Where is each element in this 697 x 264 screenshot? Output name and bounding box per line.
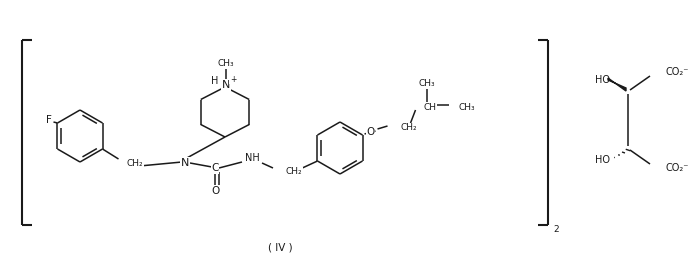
Text: CO₂⁻: CO₂⁻ [666, 163, 689, 173]
Text: CH₃: CH₃ [418, 78, 435, 87]
Text: ( IV ): ( IV ) [268, 243, 292, 253]
Polygon shape [608, 78, 626, 91]
Text: CH₂: CH₂ [127, 159, 143, 168]
Text: N: N [181, 158, 189, 168]
Text: O: O [211, 186, 219, 196]
Text: +: + [230, 74, 236, 83]
Text: HO: HO [595, 155, 610, 165]
Text: NH: NH [245, 153, 259, 163]
Text: CH: CH [424, 102, 436, 111]
Text: H: H [211, 76, 219, 86]
Text: CH₂: CH₂ [401, 124, 417, 133]
Text: F: F [45, 115, 52, 125]
Text: CH₃: CH₃ [217, 59, 234, 68]
Text: N: N [222, 80, 230, 90]
Text: CH₃: CH₃ [459, 102, 475, 111]
Text: CO₂⁻: CO₂⁻ [666, 67, 689, 77]
Text: HO: HO [595, 75, 610, 85]
Text: 2: 2 [553, 225, 559, 234]
Text: O: O [367, 127, 375, 137]
Text: CH₂: CH₂ [286, 167, 302, 177]
Text: C: C [211, 163, 219, 173]
